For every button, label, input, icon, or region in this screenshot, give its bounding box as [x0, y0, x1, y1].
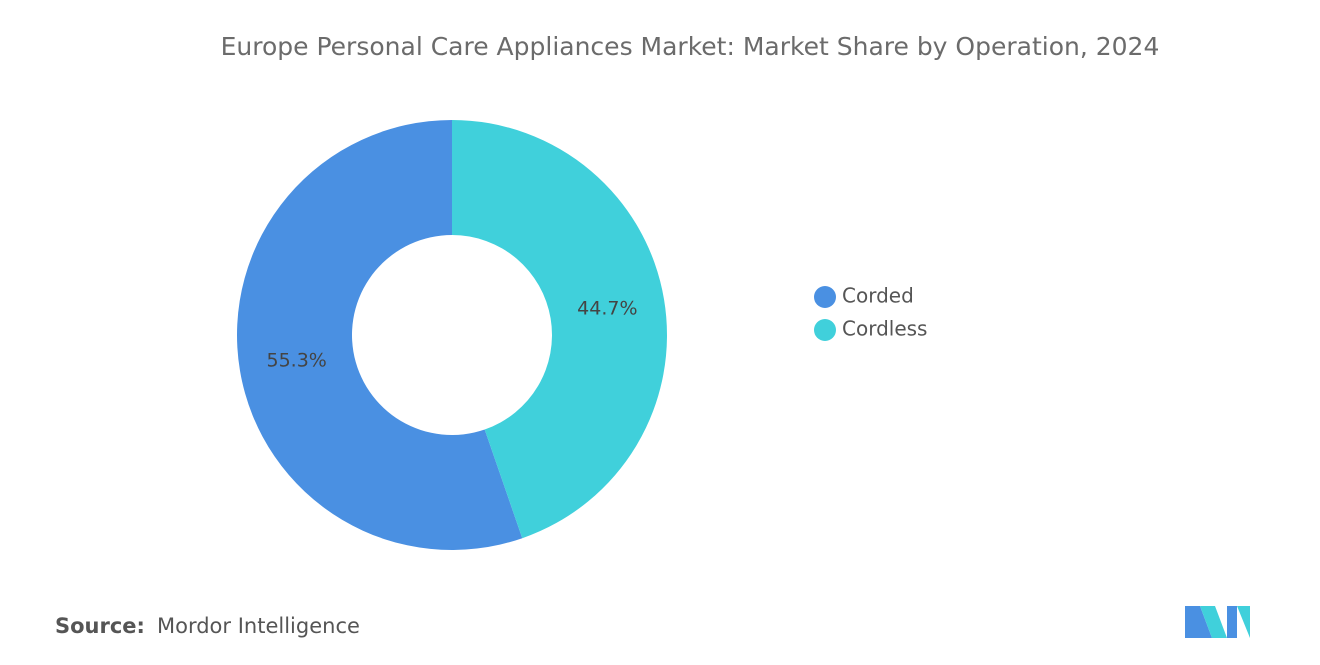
source: Mordor Intelligence	[157, 614, 360, 638]
logo	[1185, 606, 1250, 638]
donut-slice	[452, 120, 667, 539]
legend-label: Cordless	[842, 317, 927, 341]
donut-slice	[236, 120, 523, 551]
source-label: Source:	[55, 614, 145, 638]
legend-label: Corded	[842, 284, 914, 308]
chart-title: Europe Personal Care Appliances Market: …	[221, 32, 1160, 61]
legend: Corded Cordless	[814, 284, 927, 341]
data-label: 55.3%	[266, 350, 326, 372]
plot: 55.3% 44.7%	[236, 120, 667, 551]
legend-marker	[814, 286, 836, 308]
data-label: 44.7%	[577, 297, 637, 319]
legend-marker	[814, 319, 836, 341]
